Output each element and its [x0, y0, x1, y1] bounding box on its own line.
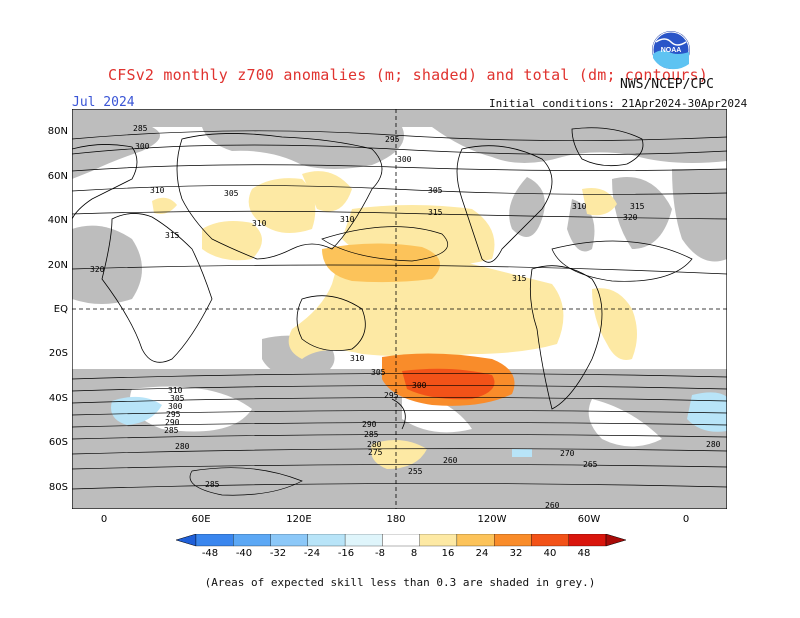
svg-text:NOAA: NOAA	[661, 47, 682, 54]
contour-label: 260	[443, 456, 458, 465]
colorbar-segment	[419, 534, 458, 547]
contour-label: 310	[340, 215, 355, 224]
contour-label: 310	[150, 186, 165, 195]
contour-label: 290	[362, 420, 377, 429]
lon-label: 60E	[191, 514, 211, 525]
lat-label: 60S	[48, 437, 68, 448]
contour-label: 310	[350, 354, 365, 363]
contour-label: 290	[165, 418, 180, 427]
colorbar-tick-label: 40	[543, 548, 557, 559]
contour-label: 270	[560, 449, 575, 458]
contour-label: 305	[224, 189, 239, 198]
contour-label: 295	[166, 410, 181, 419]
contour-label: 300	[412, 381, 427, 390]
colorbar-segment	[531, 534, 569, 547]
height-contours	[72, 130, 727, 496]
colorbar-min-arrow	[176, 534, 197, 547]
contour-label: 320	[623, 213, 638, 222]
colorbar-tick-label: -32	[269, 548, 287, 559]
contour-label: 300	[397, 155, 412, 164]
contour-label: 320	[90, 265, 105, 274]
colorbar-max-arrow	[605, 534, 626, 547]
colorbar-tick-label: 24	[475, 548, 489, 559]
colorbar-tick-label: -8	[375, 548, 385, 559]
contour-label: 305	[428, 186, 443, 195]
lat-label: 20N	[47, 260, 68, 271]
skill-footnote: (Areas of expected skill less than 0.3 a…	[204, 576, 596, 589]
coastlines	[72, 127, 644, 430]
lon-label: 0	[100, 514, 108, 525]
contour-label: 310	[168, 386, 183, 395]
contour-label: 255	[408, 467, 423, 476]
lon-label: 120W	[477, 514, 507, 525]
lat-label: 40N	[47, 215, 68, 226]
contour-label: 285	[133, 124, 148, 133]
colorbar-tick-label: 48	[577, 548, 591, 559]
lat-label: 40S	[48, 393, 68, 404]
contour-label: 285	[364, 430, 379, 439]
chart-title: CFSv2 monthly z700 anomalies (m; shaded)…	[108, 66, 708, 84]
contour-label: 300	[135, 142, 150, 151]
contour-label: 280	[175, 442, 190, 451]
lat-label: 80S	[48, 482, 68, 493]
contour-label: 305	[371, 368, 386, 377]
initial-conditions: Initial conditions: 21Apr2024-30Apr2024	[489, 97, 748, 110]
colorbar-tick-label: -24	[303, 548, 321, 559]
contour-label: 295	[384, 391, 399, 400]
colorbar-segment	[344, 534, 383, 547]
colorbar-tick-label: 32	[509, 548, 523, 559]
contour-label: 275	[368, 448, 383, 457]
contour-label: 310	[572, 202, 587, 211]
contour-label: 285	[205, 480, 220, 489]
contour-label: 280	[367, 440, 382, 449]
organization-label: NWS/NCEP/CPC	[620, 77, 714, 92]
colorbar-tick-label: -48	[201, 548, 219, 559]
positive-anomalies	[152, 171, 637, 469]
contour-label: 315	[428, 208, 443, 217]
contour-label: 315	[512, 274, 527, 283]
contour-label: 285	[164, 426, 179, 435]
lon-label: 60W	[577, 514, 601, 525]
lat-label: 80N	[47, 126, 68, 137]
colorbar-segment	[233, 534, 271, 547]
lon-label: 180	[386, 514, 406, 525]
lon-label: 0	[682, 514, 690, 525]
contour-label: 295	[385, 135, 400, 144]
colorbar-tick-label: -16	[337, 548, 355, 559]
contour-label: 315	[630, 202, 645, 211]
lat-label: 60N	[47, 171, 68, 182]
colorbar-segment	[494, 534, 532, 547]
colorbar-segment	[382, 534, 420, 547]
colorbar-tick-label: 16	[441, 548, 455, 559]
colorbar-segment	[195, 534, 234, 547]
lat-label: 20S	[48, 348, 68, 359]
colorbar-segment	[270, 534, 308, 547]
lon-label: 120E	[286, 514, 312, 525]
contour-label: 300	[168, 402, 183, 411]
contour-label: 280	[706, 440, 721, 449]
contour-label: 310	[252, 219, 267, 228]
lat-label: EQ	[53, 304, 68, 315]
forecast-month: Jul 2024	[72, 95, 135, 110]
z700-map	[72, 109, 727, 509]
colorbar-segment	[456, 534, 495, 547]
contour-label: 315	[165, 231, 180, 240]
colorbar-segment	[568, 534, 607, 547]
anomaly-colorbar	[176, 534, 626, 547]
low-skill-mask	[72, 109, 727, 509]
noaa-logo: NOAA	[652, 31, 690, 70]
colorbar-tick-label: -40	[235, 548, 253, 559]
colorbar-segment	[307, 534, 346, 547]
negative-anomalies	[111, 392, 727, 457]
contour-label: 260	[545, 501, 560, 510]
contour-label: 305	[170, 394, 185, 403]
contour-label: 265	[583, 460, 598, 469]
colorbar-tick-label: 8	[410, 548, 418, 559]
